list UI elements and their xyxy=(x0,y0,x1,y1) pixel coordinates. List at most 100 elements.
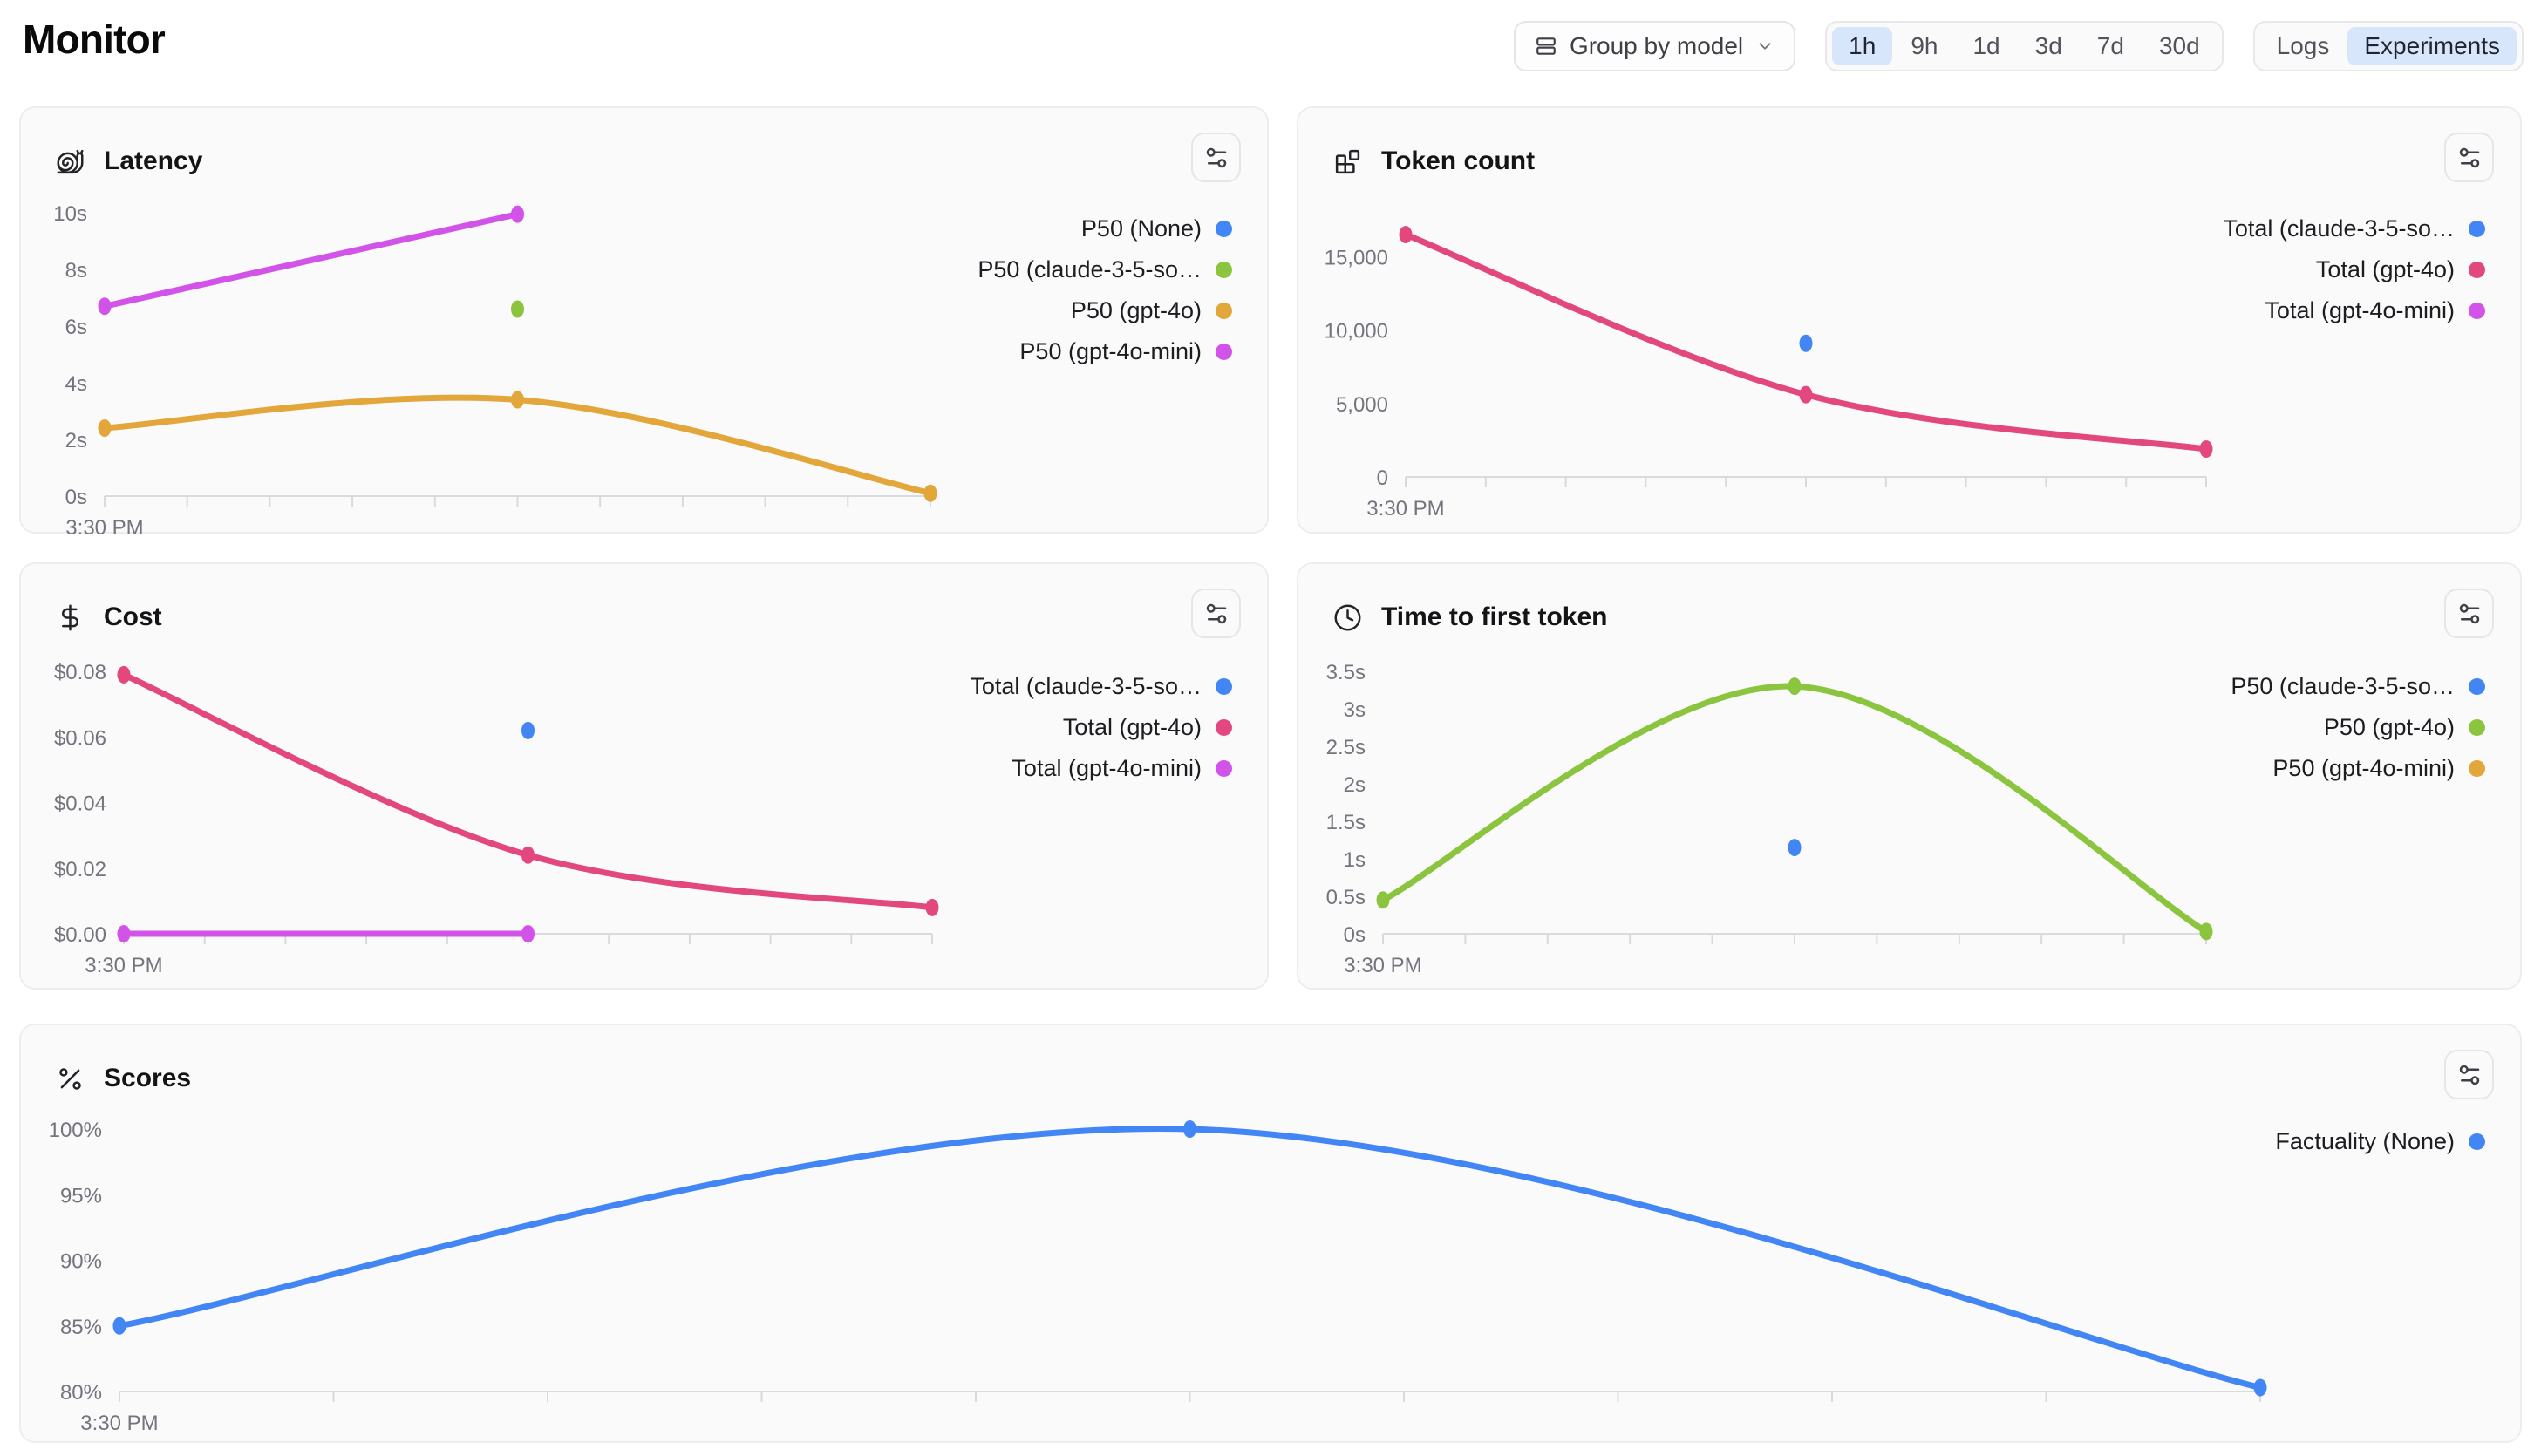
y-tick-label: 3s xyxy=(1344,698,1366,722)
legend-item[interactable]: P50 (gpt-4o-mini) xyxy=(1019,331,1232,372)
page-title: Monitor xyxy=(23,17,166,62)
legend-item[interactable]: Total (gpt-4o) xyxy=(2316,249,2485,290)
chart-settings-button[interactable] xyxy=(2444,589,2494,638)
time-range-1h[interactable]: 1h xyxy=(1832,27,1893,65)
legend-item[interactable]: P50 (gpt-4o) xyxy=(1071,290,1232,331)
card-header: Latency xyxy=(56,146,202,176)
legend-item[interactable]: P50 (claude-3-5-so… xyxy=(2231,666,2485,707)
chart-settings-button[interactable] xyxy=(1191,133,1241,182)
y-tick-label: 15,000 xyxy=(1325,246,1388,269)
legend-label: Total (gpt-4o) xyxy=(2315,256,2455,282)
data-point[interactable] xyxy=(521,846,535,864)
data-point[interactable] xyxy=(1799,334,1813,352)
legend-dot xyxy=(1216,303,1232,319)
data-point[interactable] xyxy=(98,297,112,316)
y-tick-label: 6s xyxy=(65,316,87,339)
y-tick-label: 2.5s xyxy=(1326,736,1366,759)
y-tick-label: 10s xyxy=(53,202,87,226)
cost-chart[interactable]: $0.08 $0.06 $0.04 $0.02 $0.00 3:30 PM xyxy=(21,564,1270,991)
legend-label: P50 (None) xyxy=(1080,215,1202,242)
series-line xyxy=(101,211,521,310)
time-to-first-token-chart[interactable]: 3.5s 3s 2.5s 2s 1.5s 1s 0.5s 0s 3:30 PM xyxy=(1298,564,2524,991)
series-line xyxy=(116,1126,2264,1391)
x-axis-label: 3:30 PM xyxy=(80,1412,158,1435)
latency-chart[interactable]: 10s 8s 6s 4s 2s 0s 3:30 PM xyxy=(21,108,1270,535)
legend-dot xyxy=(2469,719,2485,736)
legend-label: Total (gpt-4o) xyxy=(1062,714,1202,740)
view-toggle-experiments[interactable]: Experiments xyxy=(2347,27,2517,65)
blocks-icon xyxy=(1335,149,1360,173)
y-tick-label: 100% xyxy=(49,1119,102,1142)
legend-label: Factuality (None) xyxy=(2275,1128,2455,1154)
y-tick-label: $0.04 xyxy=(54,793,106,816)
y-tick-label: 85% xyxy=(60,1316,102,1339)
chart-settings-button[interactable] xyxy=(2444,133,2494,182)
data-point[interactable] xyxy=(1799,385,1813,404)
card-title: Token count xyxy=(1381,146,1536,175)
y-tick-label: 0s xyxy=(1344,923,1366,947)
y-tick-label: $0.00 xyxy=(54,923,106,947)
data-point[interactable] xyxy=(2199,439,2213,458)
chart-settings-button[interactable] xyxy=(2444,1050,2494,1099)
legend-label: P50 (claude-3-5-so… xyxy=(2231,673,2455,699)
data-point[interactable] xyxy=(923,484,937,502)
chart-legend: Total (claude-3-5-so… Total (gpt-4o) Total… xyxy=(2223,208,2485,331)
legend-item[interactable]: Total (gpt-4o) xyxy=(1063,707,1232,748)
data-point[interactable] xyxy=(98,419,112,437)
data-point[interactable] xyxy=(1399,226,1413,244)
time-range-3d[interactable]: 3d xyxy=(2019,27,2079,65)
legend-item[interactable]: Total (gpt-4o-mini) xyxy=(2265,290,2485,331)
token-count-chart[interactable]: 15,000 10,000 5,000 0 3:30 PM xyxy=(1298,108,2524,535)
data-point[interactable] xyxy=(511,300,524,318)
y-tick-label: $0.06 xyxy=(54,726,106,750)
legend-label: P50 (gpt-4o) xyxy=(2323,714,2455,740)
time-range-30d[interactable]: 30d xyxy=(2142,27,2217,65)
scores-chart[interactable]: 100% 95% 90% 85% 80% 3:30 PM xyxy=(21,1025,2524,1445)
data-point[interactable] xyxy=(521,721,535,739)
sliders-icon xyxy=(2459,1065,2479,1085)
legend-item[interactable]: P50 (gpt-4o) xyxy=(2324,707,2485,748)
scores-card: 100% 95% 90% 85% 80% 3:30 PM Scores Factualit… xyxy=(19,1024,2522,1443)
series-line xyxy=(120,671,936,911)
legend-label: P50 (gpt-4o) xyxy=(1070,297,1202,323)
chart-legend: P50 (claude-3-5-so… P50 (gpt-4o) P50 (gpt-… xyxy=(2231,666,2485,789)
time-range-7d[interactable]: 7d xyxy=(2081,27,2141,65)
data-point[interactable] xyxy=(112,1317,126,1335)
legend-item[interactable]: Total (claude-3-5-so… xyxy=(2223,208,2485,249)
legend-dot xyxy=(1216,719,1232,736)
data-point[interactable] xyxy=(1183,1120,1196,1139)
x-axis-label: 3:30 PM xyxy=(1366,497,1444,520)
data-point[interactable] xyxy=(925,898,939,916)
time-range-1d[interactable]: 1d xyxy=(1956,27,2016,65)
data-point[interactable] xyxy=(117,665,131,684)
time-range-9h[interactable]: 9h xyxy=(1894,27,1954,65)
legend-label: Total (claude-3-5-so… xyxy=(970,673,1202,699)
data-point[interactable] xyxy=(1788,677,1802,696)
legend-item[interactable]: P50 (gpt-4o-mini) xyxy=(2272,748,2485,789)
latency-card: 10s 8s 6s 4s 2s 0s 3:30 PM Latency P50 (None) P… xyxy=(19,106,1270,535)
legend-item[interactable]: Factuality (None) xyxy=(2275,1121,2485,1162)
legend-item[interactable]: Total (gpt-4o-mini) xyxy=(1012,748,1232,789)
legend-item[interactable]: Total (claude-3-5-so… xyxy=(970,666,1232,707)
data-point[interactable] xyxy=(2199,922,2213,941)
card-header: Cost xyxy=(56,602,162,632)
data-point[interactable] xyxy=(1788,839,1802,857)
chart-legend: P50 (None) P50 (claude-3-5-so… P50 (gpt-4o… xyxy=(978,208,1232,372)
group-by-select[interactable]: Group by model xyxy=(1513,21,1796,71)
chart-settings-button[interactable] xyxy=(1191,589,1241,638)
x-axis-label: 3:30 PM xyxy=(65,516,143,535)
view-toggle-logs[interactable]: Logs xyxy=(2260,27,2347,65)
data-point[interactable] xyxy=(521,925,535,942)
legend-dot xyxy=(2469,678,2485,695)
series-line xyxy=(101,394,934,497)
y-tick-label: 10,000 xyxy=(1325,320,1388,344)
data-point[interactable] xyxy=(1376,891,1390,909)
data-point[interactable] xyxy=(117,925,131,942)
header-controls: Group by model 1h 9h 1d 3d 7d 30d Logs Experim… xyxy=(1513,21,2524,71)
legend-item[interactable]: P50 (claude-3-5-so… xyxy=(978,249,1232,290)
legend-item[interactable]: P50 (None) xyxy=(1081,208,1232,249)
sliders-icon xyxy=(2459,603,2479,623)
data-point[interactable] xyxy=(511,391,524,409)
data-point[interactable] xyxy=(2253,1378,2267,1397)
data-point[interactable] xyxy=(511,205,524,223)
